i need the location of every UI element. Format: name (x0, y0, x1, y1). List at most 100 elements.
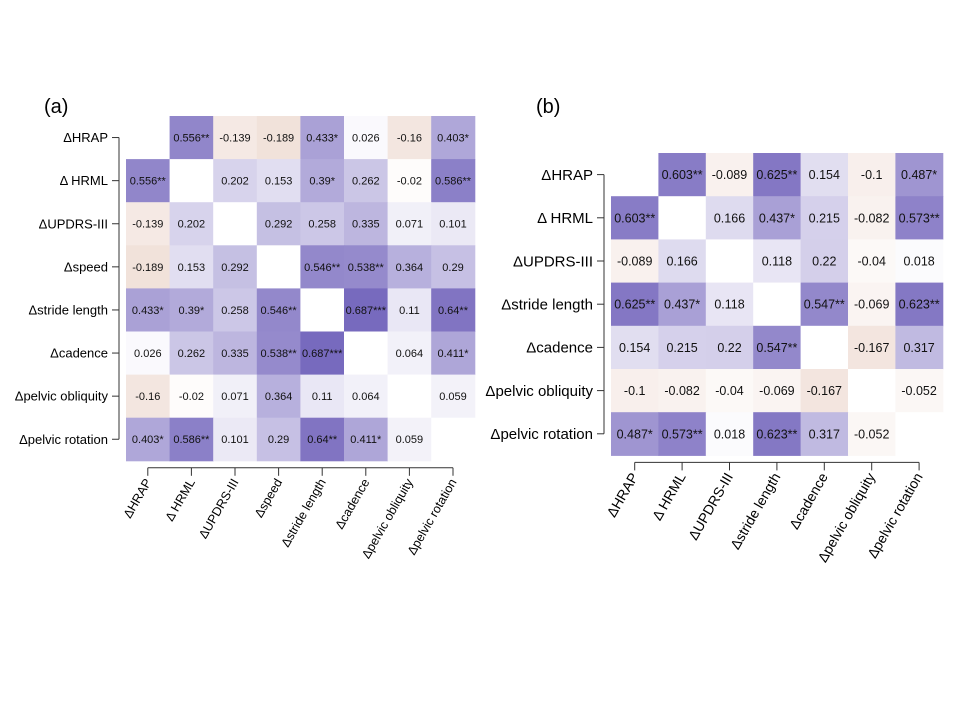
heatmap-cell (344, 331, 389, 376)
heatmap-cell (848, 153, 896, 197)
heatmap-cell (256, 245, 301, 289)
heatmap-cell (256, 288, 301, 332)
heatmap-cell (126, 417, 171, 462)
heatmap-cell (256, 331, 301, 376)
heatmap-cell (300, 116, 345, 160)
heatmap-cell (611, 325, 659, 370)
cell-value-label: 0.538** (348, 262, 385, 274)
heatmap-cell (753, 325, 802, 370)
cell-value-label: 0.487* (901, 168, 937, 182)
heatmap-cell (213, 116, 258, 160)
heatmap-cell (126, 288, 171, 332)
cell-value-label: 0.101 (439, 219, 467, 231)
heatmap-cell (126, 245, 171, 289)
cell-value-label: 0.215 (666, 341, 697, 355)
heatmap-cell (300, 374, 345, 419)
cell-value-label: 0.625** (614, 298, 655, 312)
heatmap-cell (895, 369, 944, 413)
heatmap-cell (387, 331, 432, 376)
cell-value-label: 0.403* (132, 434, 165, 446)
cell-value-label: 0.153 (265, 176, 293, 188)
cell-value-label: 0.071 (396, 219, 424, 231)
heatmap-cell (753, 239, 802, 284)
row-label: Δpelvic obliquity (15, 389, 109, 404)
cell-value-label: 0.335 (221, 348, 249, 360)
cell-value-label: 0.026 (134, 348, 162, 360)
cell-value-label: 0.11 (399, 305, 420, 317)
heatmap-cell (300, 417, 345, 462)
cell-value-label: 0.064 (396, 348, 424, 360)
cell-value-label: 0.487* (617, 427, 653, 441)
cell-value-label: 0.153 (178, 262, 206, 274)
column-label: Δspeed (252, 476, 285, 520)
heatmap-panel-a: (a) 0.556** -0.139 -0.189 0.433* 0.026 -0.16 0.… (15, 96, 476, 561)
heatmap-cell (431, 116, 476, 160)
cell-value-label: 0.556** (173, 133, 210, 145)
cell-value-label: -0.04 (715, 384, 744, 398)
heatmap-cell (658, 369, 707, 413)
cell-value-label: 0.262 (178, 348, 206, 360)
cell-value-label: 0.335 (352, 219, 380, 231)
heatmap-cell (256, 417, 301, 462)
heatmap-cell (213, 374, 258, 419)
cell-value-label: -0.089 (617, 255, 652, 269)
heatmap-cell (169, 202, 214, 246)
heatmap-cell (256, 374, 301, 419)
cell-value-label: 0.064 (352, 391, 380, 403)
cell-value-label: 0.687*** (302, 348, 343, 360)
heatmap-cell (848, 282, 896, 327)
cell-value-label: 0.433* (306, 133, 339, 145)
heatmap-cell (387, 245, 432, 289)
heatmap-cell (300, 288, 345, 332)
cell-value-label: 0.573** (662, 427, 703, 441)
cell-value-label: -0.02 (397, 176, 422, 188)
column-label: Δ HRML (163, 476, 198, 523)
cell-value-label: 0.39* (179, 305, 205, 317)
cell-value-label: 0.202 (221, 176, 249, 188)
heatmap-cell (431, 288, 476, 332)
cell-value-label: -0.1 (861, 168, 883, 182)
heatmap-cell (344, 245, 389, 289)
heatmap-cell (431, 245, 476, 289)
cell-value-label: 0.059 (439, 391, 467, 403)
heatmap-cell (126, 374, 171, 419)
cell-value-label: 0.166 (666, 255, 697, 269)
heatmap-cell (213, 417, 258, 462)
row-label: ΔUPDRS-III (39, 216, 108, 231)
heatmap-cell (800, 153, 849, 197)
cell-value-label: 0.018 (903, 255, 934, 269)
row-label: Δ HRML (537, 210, 593, 227)
heatmap-cell (344, 417, 389, 462)
heatmap-cell (344, 288, 389, 332)
heatmap-cell (705, 239, 754, 284)
cell-value-label: 0.292 (265, 219, 293, 231)
cell-value-label: -0.16 (135, 391, 160, 403)
cell-value-label: -0.02 (179, 391, 204, 403)
heatmap-cell (169, 331, 214, 376)
heatmap-cell (848, 412, 896, 456)
row-label: Δstride length (28, 303, 108, 318)
cell-value-label: -0.189 (132, 262, 163, 274)
cell-value-label: 0.411* (438, 348, 470, 360)
heatmap-cell (169, 245, 214, 289)
cell-value-label: 0.437* (759, 211, 795, 225)
cell-value-label: -0.069 (759, 384, 794, 398)
column-label: ΔHRAP (603, 470, 641, 520)
cell-value-label: -0.167 (854, 341, 889, 355)
cell-value-label: 0.556** (130, 176, 167, 188)
heatmap-cell (800, 282, 849, 327)
heatmap-cell (611, 412, 659, 456)
cell-value-label: 0.292 (221, 262, 249, 274)
cell-value-label: -0.167 (807, 384, 842, 398)
cell-value-label: 0.364 (265, 391, 293, 403)
heatmap-cell (256, 116, 301, 160)
heatmap-cell (431, 202, 476, 246)
cell-value-label: 0.437* (664, 298, 700, 312)
row-label: Δstride length (501, 296, 593, 313)
heatmap-cell (300, 202, 345, 246)
heatmap-cell (387, 116, 432, 160)
heatmap-cell (387, 374, 432, 419)
cell-value-label: 0.623** (756, 427, 797, 441)
cell-value-label: -0.139 (132, 219, 163, 231)
